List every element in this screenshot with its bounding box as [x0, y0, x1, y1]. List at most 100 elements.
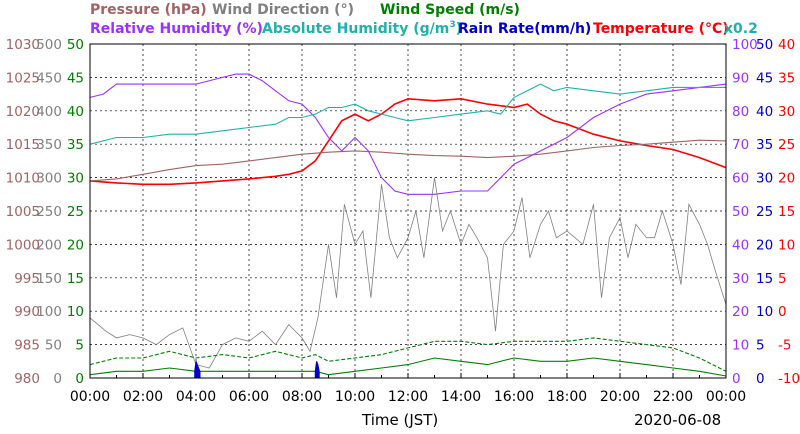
grid: [89, 44, 727, 378]
y-tick-relative_humidity: 10: [732, 338, 749, 354]
y-tick-pressure: 1000: [6, 237, 40, 253]
series-layer: [89, 73, 727, 379]
y-tick-wind_speed: 10: [67, 304, 84, 320]
y-tick-wind_speed: 25: [67, 204, 84, 220]
y-tick-relative_humidity: 50: [732, 204, 749, 220]
y-tick-temperature: 0: [778, 304, 787, 320]
y-tick-relative_humidity: 60: [732, 171, 749, 187]
y-tick-rain_rate: 25: [756, 204, 773, 220]
x-tick-label: 04:00: [176, 389, 216, 405]
y-tick-relative_humidity: 100: [732, 37, 758, 53]
y-tick-wind_direction: 100: [36, 304, 62, 320]
y-tick-pressure: 995: [14, 271, 40, 287]
series-rain-rate: [314, 361, 320, 379]
y-tick-rain_rate: 30: [756, 171, 773, 187]
series-rain-rate: [194, 361, 201, 379]
y-tick-rain_rate: 45: [756, 70, 773, 86]
x-tick-label: 20:00: [600, 389, 640, 405]
y-tick-wind_speed: 20: [67, 237, 84, 253]
x-axis-title: Time (JST): [361, 411, 438, 429]
x-tick-label: 14:00: [441, 389, 481, 405]
y-tick-wind_direction: 200: [36, 237, 62, 253]
y-tick-wind_direction: 0: [53, 371, 62, 387]
y-tick-rain_rate: 5: [756, 338, 765, 354]
x-tick-label: 16:00: [494, 389, 534, 405]
y-tick-wind_speed: 15: [67, 271, 84, 287]
x-tick-label: 08:00: [282, 389, 322, 405]
y-tick-pressure: 990: [14, 304, 40, 320]
series-absolute-humidity-g-m3-x0-2: [89, 83, 726, 145]
y-tick-wind_speed: 5: [75, 338, 84, 354]
series-pressure-hpa: [89, 139, 727, 182]
x-tick-label: 22:00: [653, 389, 693, 405]
y-tick-pressure: 1030: [6, 37, 40, 53]
legend-wind-direction: Wind Direction (°): [212, 2, 354, 18]
x-tick-label: 12:00: [388, 389, 428, 405]
y-tick-wind_speed: 45: [67, 70, 84, 86]
y-tick-pressure: 1015: [6, 137, 40, 153]
plot-frame: [89, 43, 727, 379]
y-tick-relative_humidity: 80: [732, 104, 749, 120]
y-tick-pressure: 1005: [6, 204, 40, 220]
y-tick-rain_rate: 15: [756, 271, 773, 287]
series-wind-speed-max-m-s: [89, 337, 727, 372]
y-tick-temperature: 20: [778, 171, 795, 187]
x-tick-label: 02:00: [123, 389, 163, 405]
y-tick-wind_direction: 150: [36, 271, 62, 287]
y-tick-rain_rate: 10: [756, 304, 773, 320]
date-label: 2020-06-08: [634, 411, 721, 429]
y-tick-wind_direction: 450: [36, 70, 62, 86]
legend-relative-humidity: Relative Humidity (%): [90, 21, 263, 37]
y-tick-wind_direction: 250: [36, 204, 62, 220]
y-tick-wind_speed: 50: [67, 37, 84, 53]
y-tick-rain_rate: 50: [756, 37, 773, 53]
y-tick-temperature: 40: [778, 37, 795, 53]
y-tick-relative_humidity: 20: [732, 304, 749, 320]
y-tick-pressure: 1020: [6, 104, 40, 120]
x-tick-label: 00:00: [70, 389, 110, 405]
y-tick-rain_rate: 35: [756, 137, 773, 153]
x-tick-label: 00:00: [706, 389, 746, 405]
legend-wind-speed: Wind Speed (m/s): [380, 2, 520, 18]
legend: Pressure (hPa) Wind Direction (°) Wind S…: [90, 2, 758, 37]
y-tick-temperature: 35: [778, 70, 795, 86]
y-tick-rain_rate: 0: [756, 371, 765, 387]
y-tick-relative_humidity: 0: [732, 371, 741, 387]
y-tick-wind_speed: 35: [67, 137, 84, 153]
x-tick-label: 06:00: [229, 389, 269, 405]
y-tick-wind_speed: 30: [67, 171, 84, 187]
x-tick-label: 18:00: [547, 389, 587, 405]
y-tick-wind_speed: 40: [67, 104, 84, 120]
y-tick-relative_humidity: 30: [732, 271, 749, 287]
legend-temperature: Temperature (°C): [593, 21, 729, 37]
y-tick-rain_rate: 20: [756, 237, 773, 253]
y-tick-pressure: 980: [14, 371, 40, 387]
y-tick-relative_humidity: 70: [732, 137, 749, 153]
y-tick-pressure: 985: [14, 338, 40, 354]
y-tick-relative_humidity: 40: [732, 237, 749, 253]
y-tick-wind_direction: 350: [36, 137, 62, 153]
y-tick-wind_speed: 0: [75, 371, 84, 387]
legend-pressure: Pressure (hPa): [90, 2, 207, 18]
series-wind-direction: [89, 177, 727, 369]
x-tick-label: 10:00: [335, 389, 375, 405]
y-tick-pressure: 1010: [6, 171, 40, 187]
y-tick-temperature: 30: [778, 104, 795, 120]
legend-x02: x0.2: [724, 21, 758, 37]
y-tick-temperature: -10: [778, 371, 800, 387]
y-tick-wind_direction: 50: [45, 338, 62, 354]
legend-absolute-humidity: Absolute Humidity (g/m3): [262, 20, 462, 37]
legend-rain-rate: Rain Rate(mm/h): [458, 21, 591, 37]
y-tick-pressure: 1025: [6, 70, 40, 86]
series-temperature-c: [89, 97, 727, 186]
y-tick-wind_direction: 400: [36, 104, 62, 120]
y-tick-temperature: 15: [778, 204, 795, 220]
y-tick-temperature: -5: [778, 338, 791, 354]
x-tick-labels: 00:00 02:00 04:00 06:00 08:00 10:00 12:00 14:00…: [70, 389, 746, 405]
y-tick-wind_direction: 500: [36, 37, 62, 53]
y-tick-temperature: 10: [778, 237, 795, 253]
y-tick-rain_rate: 40: [756, 104, 773, 120]
y-tick-relative_humidity: 90: [732, 70, 749, 86]
y-tick-temperature: 5: [778, 271, 787, 287]
